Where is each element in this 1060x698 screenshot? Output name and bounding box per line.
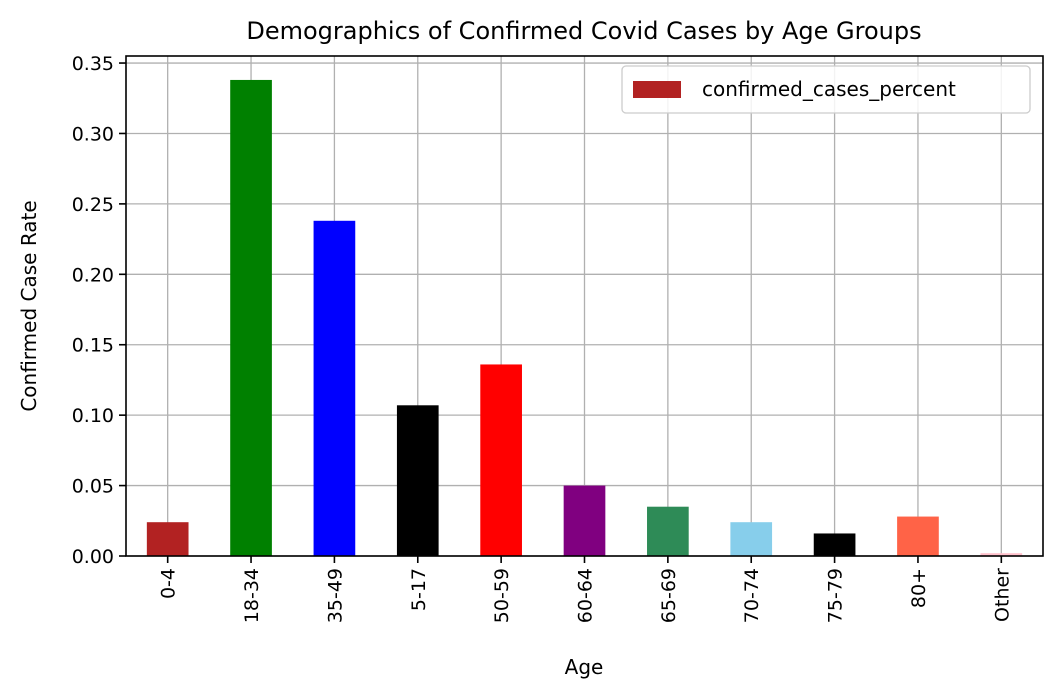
x-tick-label: 60-64: [575, 568, 597, 623]
bar-Other: [980, 553, 1023, 556]
y-axis-ticks: 0.00 0.05 0.10 0.15 0.20 0.25 0.30 0.35: [72, 53, 126, 568]
bar-80+: [897, 516, 939, 556]
legend: confirmed_cases_percent: [621, 65, 1031, 114]
x-tick-label: 75-79: [825, 568, 847, 623]
x-tick-label: 5-17: [408, 568, 430, 611]
y-tick-label: 0.20: [72, 264, 114, 286]
x-tick-label: 70-74: [741, 568, 763, 623]
x-tick-label: Other: [991, 568, 1013, 622]
x-tick-label: 35-49: [324, 568, 346, 623]
x-tick-label: 65-69: [658, 568, 680, 623]
legend-box: [621, 65, 1031, 114]
x-axis-ticks: 0-4 18-34 35-49 5-17 50-59 60-64 65-69 70-74 75-…: [158, 556, 1013, 623]
grid-lines: [126, 56, 1043, 557]
y-tick-label: 0.15: [72, 335, 114, 357]
bar-65-69: [647, 506, 689, 556]
y-tick-label: 0.30: [72, 123, 114, 145]
y-axis-label: Confirmed Case Rate: [17, 200, 41, 411]
plot-frame: [125, 55, 1044, 557]
x-axis-label: Age: [565, 655, 604, 679]
y-tick-label: 0.25: [72, 194, 114, 216]
y-tick-label: 0.35: [72, 53, 114, 75]
y-tick-label: 0.05: [72, 476, 114, 498]
bar-35-49: [313, 220, 356, 556]
bar-70-74: [730, 522, 773, 556]
bar-0-4: [146, 522, 189, 556]
y-tick-label: 0.10: [72, 405, 114, 427]
y-tick-label: 0.00: [72, 546, 114, 568]
bars: [146, 79, 1023, 556]
chart-title: Demographics of Confirmed Covid Cases by…: [246, 17, 921, 45]
x-tick-label: 50-59: [491, 568, 513, 623]
bar-5-17: [396, 405, 439, 556]
x-tick-label: 80+: [908, 568, 930, 608]
legend-swatch: [633, 81, 681, 98]
x-tick-label: 0-4: [158, 568, 180, 599]
legend-label: confirmed_cases_percent: [702, 77, 956, 101]
bar-60-64: [563, 485, 606, 556]
x-tick-label: 18-34: [241, 568, 263, 623]
bar-18-34: [230, 79, 272, 556]
bar-50-59: [480, 364, 522, 556]
bar-75-79: [813, 533, 856, 556]
